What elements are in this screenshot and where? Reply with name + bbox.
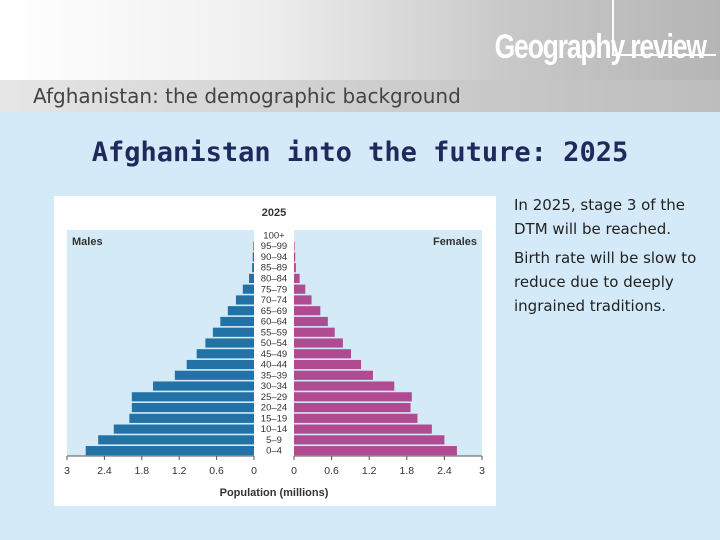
bar-males-15	[131, 392, 254, 402]
pyramid-svg: 2025 Males Females 100+95–9990–9485–8980–84…	[64, 207, 485, 499]
x-tick-label-0: 3	[64, 465, 70, 477]
age-label-18: 10–14	[261, 424, 287, 435]
bar-males-1	[253, 241, 254, 251]
x-tick-label-9: 1.8	[399, 465, 414, 477]
bar-males-17	[129, 413, 254, 423]
legend-females: Females	[433, 236, 477, 248]
bar-males-10	[205, 338, 254, 348]
age-label-0: 100+	[263, 230, 285, 241]
slide-title: Afghanistan into the future: 2025	[91, 137, 629, 168]
age-label-7: 65–69	[261, 306, 287, 317]
bar-males-6	[235, 295, 254, 305]
bar-females-4	[294, 273, 300, 284]
bar-females-15	[294, 392, 412, 402]
bar-females-2	[294, 252, 296, 262]
age-label-13: 35–39	[261, 370, 287, 381]
bar-females-5	[294, 284, 306, 294]
bar-males-19	[98, 435, 254, 445]
chart-title: 2025	[262, 207, 286, 219]
bar-females-9	[294, 327, 335, 337]
bar-females-10	[294, 338, 343, 348]
x-tick-label-2: 1.8	[134, 465, 149, 477]
bar-males-8	[220, 316, 254, 327]
x-tick-label-7: 0.6	[324, 465, 339, 477]
bar-males-11	[196, 349, 254, 359]
x-axis-label: Population (millions)	[220, 487, 329, 499]
age-label-6: 70–74	[261, 295, 287, 306]
bar-males-20	[85, 446, 254, 456]
bar-females-11	[294, 349, 352, 359]
population-pyramid-chart: 2025 Males Females 100+ 95–99 90–94 85–89 80–84…	[54, 196, 496, 506]
age-label-5: 75–79	[261, 284, 287, 295]
age-label-20: 0–4	[266, 446, 282, 457]
age-label-12: 40–44	[261, 360, 287, 371]
subheader-bar: Afghanistan: the demographic background	[0, 80, 720, 112]
bar-females-17	[294, 413, 418, 423]
bar-females-8	[294, 316, 328, 327]
bar-females-7	[294, 306, 321, 316]
age-label-16: 20–24	[261, 403, 287, 414]
bar-females-16	[294, 402, 411, 413]
bar-males-12	[186, 359, 254, 370]
bar-females-18	[294, 424, 432, 434]
note-paragraph-1: In 2025, stage 3 of the DTM will be reac…	[514, 196, 685, 238]
age-label-8: 60–64	[261, 317, 287, 328]
header-banner: Geography review	[0, 0, 720, 80]
slide-section-title: Afghanistan: the demographic background	[33, 84, 461, 108]
age-label-9: 55–59	[261, 327, 287, 338]
x-tick-label-4: 0.6	[209, 465, 224, 477]
bar-females-3	[294, 263, 296, 273]
x-tick-label-5: 0	[251, 465, 257, 477]
age-label-15: 25–29	[261, 392, 287, 403]
bar-females-14	[294, 381, 395, 391]
bar-males-3	[252, 263, 254, 273]
bar-males-13	[174, 370, 254, 380]
age-label-19: 5–9	[266, 435, 282, 446]
note-paragraph-2: Birth rate will be slow to reduce due to…	[514, 249, 697, 315]
bar-males-7	[227, 306, 254, 316]
age-label-11: 45–49	[261, 349, 287, 360]
age-label-10: 50–54	[261, 338, 287, 349]
bar-males-16	[131, 402, 254, 413]
bar-females-13	[294, 370, 373, 380]
bar-males-18	[113, 424, 254, 434]
x-tick-label-11: 3	[479, 465, 485, 477]
bar-males-9	[212, 327, 254, 337]
logo-frame-horizontal	[612, 54, 716, 56]
bar-females-12	[294, 359, 362, 370]
age-label-14: 30–34	[261, 381, 287, 392]
bar-males-4	[249, 273, 254, 284]
bar-males-14	[153, 381, 254, 391]
age-label-2: 90–94	[261, 252, 287, 263]
x-tick-label-10: 2.4	[437, 465, 452, 477]
bar-females-1	[294, 241, 295, 251]
x-tick-label-8: 1.2	[362, 465, 377, 477]
x-tick-label-3: 1.2	[172, 465, 187, 477]
logo-text: Geography review	[494, 28, 707, 66]
bar-males-2	[252, 252, 254, 262]
x-tick-label-6: 0	[291, 465, 297, 477]
age-label-17: 15–19	[261, 413, 287, 424]
logo-frame-vertical	[612, 0, 614, 56]
bar-males-5	[242, 284, 254, 294]
age-label-4: 80–84	[261, 274, 287, 285]
bar-females-20	[294, 446, 457, 456]
legend-males: Males	[72, 236, 103, 248]
slide-notes: In 2025, stage 3 of the DTM will be reac…	[514, 193, 710, 323]
age-label-3: 85–89	[261, 263, 287, 274]
x-tick-label-1: 2.4	[97, 465, 112, 477]
bar-females-19	[294, 435, 445, 445]
bar-females-6	[294, 295, 312, 305]
age-label-1: 95–99	[261, 241, 287, 252]
